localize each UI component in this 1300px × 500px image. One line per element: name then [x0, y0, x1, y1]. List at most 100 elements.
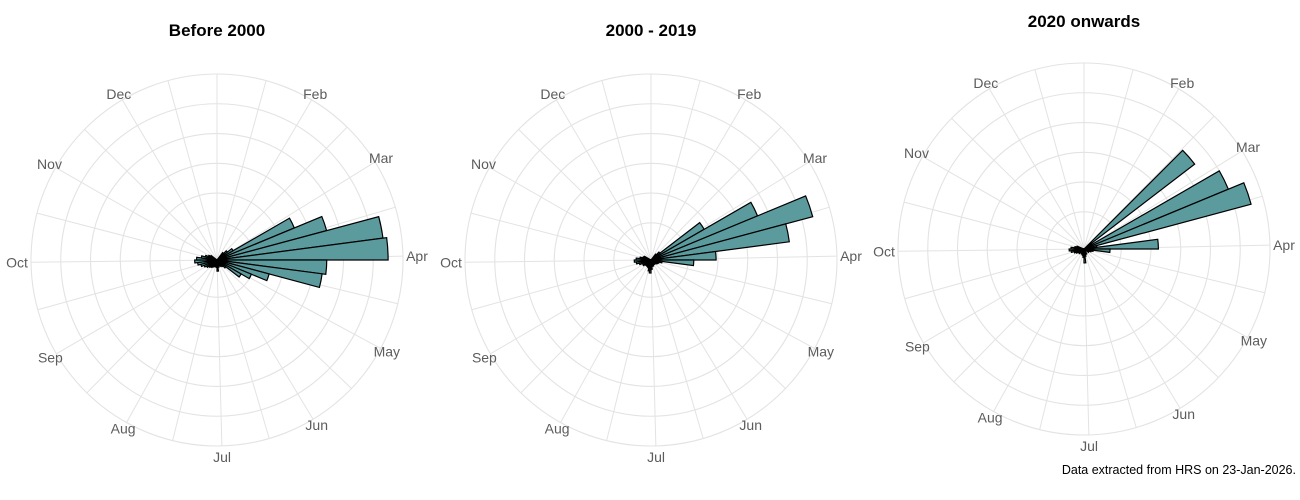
month-label: Mar: [1236, 139, 1260, 155]
month-label: Apr: [1273, 237, 1295, 253]
month-label: Mar: [803, 150, 827, 166]
grid-spoke: [923, 248, 1085, 344]
grid-spoke: [953, 248, 1085, 383]
month-label: Jun: [739, 417, 762, 433]
month-label: Apr: [840, 248, 862, 264]
grid-spoke: [84, 129, 218, 261]
month-label: Mar: [369, 150, 393, 166]
month-label: Jun: [305, 417, 328, 433]
grid-spoke: [216, 99, 313, 261]
grid-spoke: [1083, 248, 1219, 378]
month-label: Nov: [37, 156, 62, 172]
month-label: Apr: [406, 248, 428, 264]
month-label: Sep: [472, 349, 497, 365]
month-label: Jul: [1080, 438, 1098, 454]
chart-panel-2: Feb Mar Apr May Jun Jul Aug Sep Oct Nov Dec: [440, 73, 862, 465]
grid-spoke: [216, 259, 352, 389]
rose-wedge: [650, 250, 717, 261]
grid-spoke: [520, 259, 652, 394]
rose-wedge: [194, 259, 218, 264]
chart-title-2000-2019: 2000 - 2019: [605, 21, 697, 40]
grid-spoke: [121, 99, 218, 261]
rose-wedge: [643, 255, 652, 261]
month-label: Dec: [540, 86, 565, 102]
month-label: Jul: [647, 449, 665, 465]
grid-spoke: [489, 167, 652, 261]
grid-spoke: [1083, 248, 1248, 338]
rose-wedge: [1076, 245, 1085, 250]
grid-spoke: [993, 248, 1085, 412]
grid-spoke: [172, 259, 218, 441]
grid-spoke: [650, 259, 704, 439]
grid-spoke: [650, 126, 782, 261]
grid-spoke: [650, 259, 786, 389]
month-label: Dec: [973, 75, 998, 91]
month-label: Aug: [545, 421, 570, 437]
rose-wedge: [650, 223, 790, 261]
rose-wedge: [216, 251, 225, 261]
grid-spoke: [650, 259, 748, 420]
grid-spoke: [898, 248, 1085, 252]
month-label: Oct: [873, 243, 895, 259]
chart-panel-1: Feb Mar Apr May Jun Jul Aug Sep Oct Nov Dec: [6, 73, 428, 465]
grid-spoke: [216, 259, 270, 439]
grid-spoke: [904, 248, 1085, 300]
grid-spoke: [126, 259, 218, 423]
grid-spoke: [55, 167, 218, 261]
chart-title-2020-onwards: 2020 onwards: [1027, 12, 1141, 31]
month-label: Nov: [904, 145, 929, 161]
month-label: Aug: [978, 410, 1003, 426]
grid-spoke: [167, 80, 218, 261]
rose-wedge: [650, 253, 658, 261]
grid-spoke: [36, 212, 218, 261]
rose-wedge: [216, 236, 389, 261]
grid-spoke: [606, 259, 652, 441]
grid-spoke: [988, 88, 1085, 250]
grid-spoke: [216, 80, 267, 261]
month-label: Oct: [440, 254, 462, 270]
grid-spoke: [555, 99, 652, 261]
month-label: Jul: [213, 449, 231, 465]
month-label: May: [808, 344, 834, 360]
grid-spoke: [86, 259, 218, 394]
grid-spoke: [650, 99, 747, 261]
grid-spoke: [1083, 248, 1137, 428]
month-label: Jun: [1172, 406, 1195, 422]
rose-wedge: [209, 254, 218, 261]
rose-wedge: [1083, 149, 1196, 250]
grid-spoke: [216, 259, 314, 420]
grid-spoke: [216, 259, 223, 446]
month-label: Feb: [1170, 75, 1194, 91]
month-label: Sep: [905, 338, 930, 354]
grid-spoke: [37, 259, 218, 311]
grid-spoke: [216, 161, 376, 261]
grid-spoke: [1083, 248, 1265, 294]
grid-spoke: [650, 259, 657, 446]
grid-spoke: [465, 259, 652, 263]
grid-spoke: [560, 259, 652, 423]
grid-spoke: [1039, 248, 1085, 430]
month-label: Sep: [38, 349, 63, 365]
grid-spoke: [650, 259, 815, 349]
rose-wedge: [1083, 238, 1160, 250]
grid-spoke: [951, 118, 1085, 250]
chart-title-before-2000: Before 2000: [168, 21, 266, 40]
month-label: Feb: [737, 86, 761, 102]
month-label: Dec: [106, 86, 131, 102]
grid-spoke: [1083, 88, 1180, 250]
rose-wedge: [1083, 182, 1252, 250]
month-label: May: [1241, 333, 1267, 349]
grid-spoke: [518, 129, 652, 261]
grid-spoke: [1083, 69, 1134, 250]
grid-spoke: [56, 259, 218, 355]
grid-spoke: [470, 212, 652, 261]
grid-spoke: [1083, 248, 1181, 409]
grid-spoke: [216, 126, 348, 261]
grid-spoke: [903, 201, 1085, 250]
month-label: Nov: [471, 156, 496, 172]
grid-spoke: [922, 156, 1085, 250]
chart-panel-3: Feb Mar Apr May Jun Jul Aug Sep Oct Nov Dec: [873, 62, 1295, 454]
grid-spoke: [650, 80, 701, 261]
